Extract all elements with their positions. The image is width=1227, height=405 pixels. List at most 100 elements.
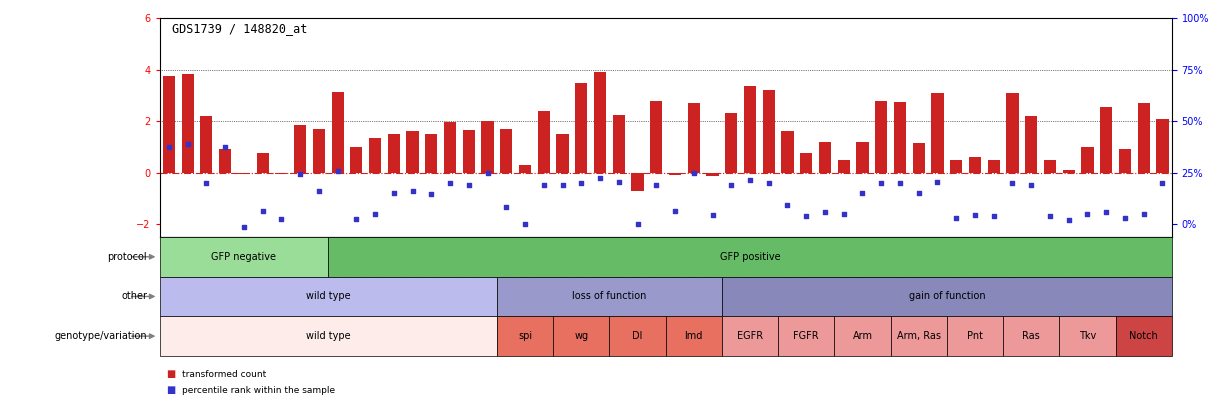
- Bar: [238, 173, 250, 174]
- Point: [515, 221, 535, 227]
- Point: [196, 180, 216, 186]
- Point: [1115, 214, 1135, 221]
- Bar: [1081, 147, 1093, 173]
- Point: [309, 188, 329, 194]
- Bar: [328, 237, 1172, 277]
- Bar: [256, 153, 269, 173]
- Point: [853, 190, 872, 196]
- Bar: [275, 173, 287, 174]
- Text: GDS1739 / 148820_at: GDS1739 / 148820_at: [172, 22, 307, 35]
- Text: GFP negative: GFP negative: [211, 252, 276, 262]
- Bar: [1002, 316, 1059, 356]
- Text: wild type: wild type: [306, 331, 351, 341]
- Bar: [931, 93, 944, 173]
- Bar: [497, 277, 721, 316]
- Bar: [1156, 119, 1168, 173]
- Text: Arm: Arm: [853, 331, 872, 341]
- Point: [834, 211, 854, 217]
- Point: [628, 221, 648, 227]
- Text: EGFR: EGFR: [737, 331, 763, 341]
- Text: ■: ■: [166, 386, 175, 395]
- Point: [721, 182, 741, 189]
- Bar: [160, 277, 497, 316]
- Bar: [744, 86, 756, 173]
- Bar: [950, 160, 962, 173]
- Bar: [463, 130, 475, 173]
- Point: [477, 169, 497, 176]
- Bar: [687, 103, 699, 173]
- Text: FGFR: FGFR: [794, 331, 820, 341]
- Text: other: other: [121, 292, 147, 301]
- Bar: [331, 92, 344, 173]
- Point: [253, 208, 272, 214]
- Text: protocol: protocol: [108, 252, 147, 262]
- Bar: [763, 90, 774, 173]
- Text: lmd: lmd: [685, 331, 703, 341]
- Point: [160, 144, 179, 150]
- Bar: [818, 142, 831, 173]
- Text: loss of function: loss of function: [572, 292, 647, 301]
- Bar: [913, 143, 925, 173]
- Point: [215, 144, 234, 150]
- Bar: [388, 134, 400, 173]
- Bar: [1137, 103, 1150, 173]
- Bar: [610, 316, 665, 356]
- Text: Arm, Ras: Arm, Ras: [897, 331, 941, 341]
- Text: Dl: Dl: [632, 331, 643, 341]
- Bar: [160, 237, 328, 277]
- Bar: [632, 173, 644, 191]
- Point: [328, 168, 347, 175]
- Text: genotype/variation: genotype/variation: [55, 331, 147, 341]
- Text: gain of function: gain of function: [908, 292, 985, 301]
- Point: [346, 216, 366, 222]
- Point: [609, 178, 628, 185]
- Bar: [800, 153, 812, 173]
- Point: [890, 180, 909, 186]
- Bar: [313, 129, 325, 173]
- Bar: [612, 115, 625, 173]
- Bar: [1119, 149, 1131, 173]
- Point: [422, 191, 442, 198]
- Point: [497, 204, 517, 211]
- Bar: [665, 316, 721, 356]
- Text: Tkv: Tkv: [1079, 331, 1096, 341]
- Bar: [838, 160, 850, 173]
- Bar: [501, 129, 513, 173]
- Point: [440, 180, 460, 186]
- Point: [402, 188, 422, 194]
- Text: wg: wg: [574, 331, 589, 341]
- Bar: [669, 173, 681, 175]
- Text: Notch: Notch: [1129, 331, 1158, 341]
- Bar: [497, 316, 553, 356]
- Bar: [1115, 316, 1172, 356]
- Point: [740, 177, 760, 183]
- Bar: [557, 134, 568, 173]
- Bar: [1044, 160, 1056, 173]
- Point: [271, 216, 291, 222]
- Bar: [182, 74, 194, 173]
- Point: [534, 182, 553, 189]
- Point: [665, 208, 685, 214]
- Point: [1021, 182, 1040, 189]
- Point: [909, 190, 929, 196]
- Bar: [650, 100, 663, 173]
- Bar: [537, 111, 550, 173]
- Text: Ras: Ras: [1022, 331, 1040, 341]
- Point: [590, 175, 610, 181]
- Bar: [721, 316, 778, 356]
- Bar: [519, 165, 531, 173]
- Bar: [594, 72, 606, 173]
- Point: [647, 182, 666, 189]
- Bar: [553, 316, 610, 356]
- Bar: [988, 160, 1000, 173]
- Point: [459, 182, 479, 189]
- Bar: [426, 134, 437, 173]
- Text: transformed count: transformed count: [182, 370, 266, 379]
- Bar: [891, 316, 947, 356]
- Text: wild type: wild type: [306, 292, 351, 301]
- Bar: [220, 149, 231, 173]
- Bar: [481, 121, 493, 173]
- Bar: [1025, 116, 1037, 173]
- Bar: [778, 316, 834, 356]
- Point: [552, 182, 572, 189]
